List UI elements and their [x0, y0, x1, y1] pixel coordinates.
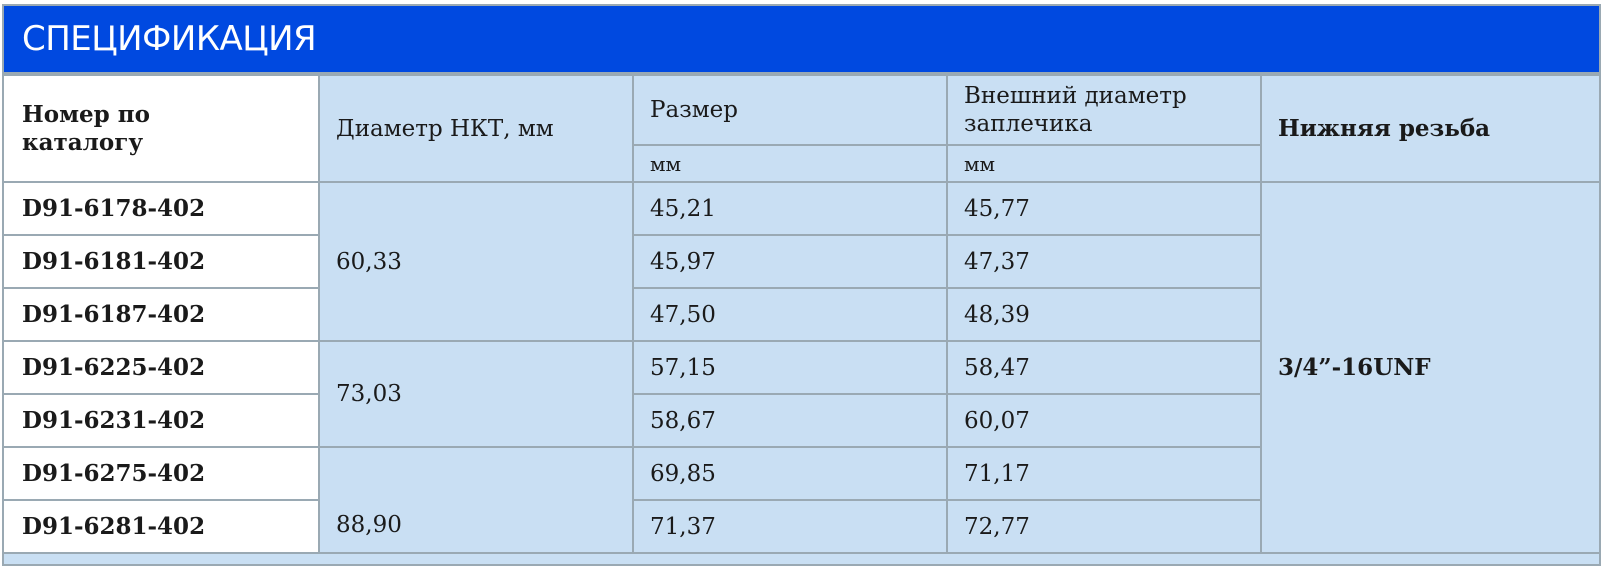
header-size: Размер: [632, 74, 948, 146]
table-row: D91-6281-402 71,37 72,77: [4, 499, 1599, 554]
size-value: 45,21: [632, 181, 948, 236]
shoulder-od-value: 48,39: [946, 287, 1262, 342]
size-value: 58,67: [632, 393, 948, 448]
size-value: 47,50: [632, 287, 948, 342]
catalog-number: D91-6187-402: [4, 287, 320, 342]
tubing-diameter-group: 88,90: [318, 446, 634, 554]
shoulder-od-value: 47,37: [946, 234, 1262, 289]
catalog-number: D91-6178-402: [4, 181, 320, 236]
table-row: D91-6231-402 58,67 60,07: [4, 393, 1599, 448]
header-tubing-diameter: Диаметр НКТ, мм: [318, 74, 634, 183]
shoulder-od-value: 58,47: [946, 340, 1262, 395]
shoulder-od-value: 71,17: [946, 446, 1262, 501]
bottom-thread-value: 3/4”-16UNF: [1260, 181, 1599, 554]
spec-table: Номер по каталогу Диаметр НКТ, мм Размер…: [4, 74, 1599, 554]
shoulder-od-value: 72,77: [946, 499, 1262, 554]
table-row: D91-6178-402 60,33 45,21 45,77 3/4”-16UN…: [4, 181, 1599, 554]
catalog-number: D91-6275-402: [4, 446, 320, 501]
table-row: D91-6181-402 45,97 47,37: [4, 234, 1599, 289]
catalog-number: D91-6225-402: [4, 340, 320, 395]
catalog-number: D91-6181-402: [4, 234, 320, 289]
catalog-number: D91-6281-402: [4, 499, 320, 554]
size-value: 57,15: [632, 340, 948, 395]
shoulder-od-value: 45,77: [946, 181, 1262, 236]
table-row: D91-6225-402 73,03 57,15 58,47: [4, 340, 1599, 448]
size-value: 45,97: [632, 234, 948, 289]
spec-title: СПЕЦИФИКАЦИЯ: [4, 6, 1599, 74]
header-unit-row: мм мм: [4, 144, 1599, 183]
catalog-number: D91-6231-402: [4, 393, 320, 448]
header-size-unit: мм: [632, 144, 948, 183]
header-row: Номер по каталогу Диаметр НКТ, мм Размер…: [4, 74, 1599, 183]
size-value: 69,85: [632, 446, 948, 501]
header-shoulder-unit: мм: [946, 144, 1262, 183]
size-value: 71,37: [632, 499, 948, 554]
header-shoulder-od: Внешний диаметр заплечика: [946, 74, 1262, 146]
shoulder-od-value: 60,07: [946, 393, 1262, 448]
tubing-diameter-group: 60,33: [318, 181, 634, 342]
header-catalog: Номер по каталогу: [4, 74, 320, 183]
tubing-diameter-group: 73,03: [318, 340, 634, 448]
table-row: D91-6275-402 88,90 69,85 71,17: [4, 446, 1599, 554]
table-row: D91-6187-402 47,50 48,39: [4, 287, 1599, 342]
header-bottom-thread: Нижняя резьба: [1260, 74, 1599, 183]
specification-panel: СПЕЦИФИКАЦИЯ Номер по каталогу Диаметр Н…: [2, 4, 1601, 566]
